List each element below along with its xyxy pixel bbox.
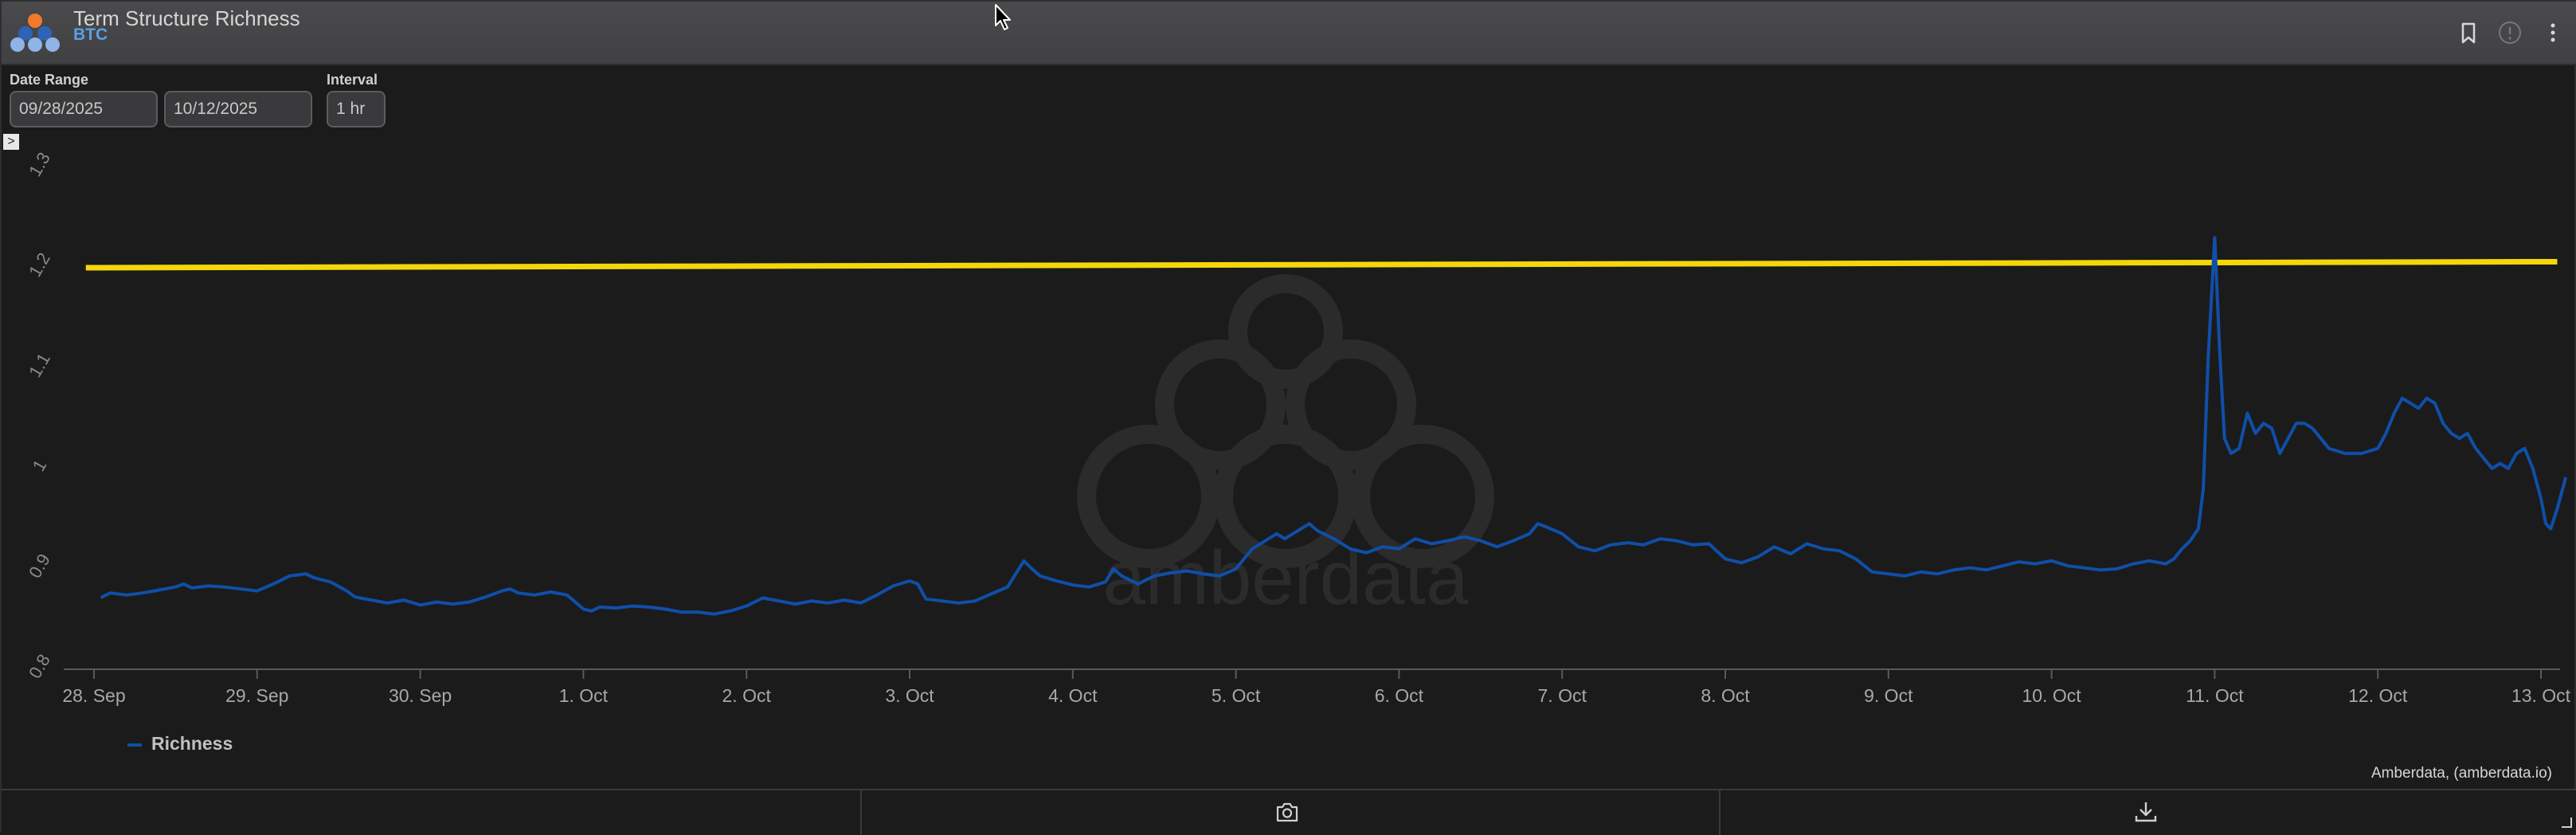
x-tick-label: 7. Oct: [1538, 685, 1587, 706]
x-tick-label: 10. Oct: [2022, 685, 2082, 706]
y-tick-label: 1: [29, 457, 51, 475]
chart-controls: Date Range 09/28/2025 10/12/2025 Interva…: [2, 65, 2576, 137]
y-tick-label: 0.8: [25, 651, 54, 682]
more-vert-icon[interactable]: [2539, 19, 2566, 46]
y-axis: 0.8 0.9 1 1.1 1.2 1.3: [25, 149, 54, 682]
y-tick-label: 0.9: [25, 551, 54, 582]
watermark-text: amberdata: [1103, 535, 1470, 621]
richness-chart: amberdata 0.8 0.9 1 1.1 1.2 1.3 28. Sep 29. Se…: [25, 149, 2571, 706]
interval-select[interactable]: 1 hr: [327, 91, 386, 127]
series-line-richness[interactable]: [100, 236, 2567, 616]
resize-grip-icon[interactable]: [2555, 811, 2573, 829]
bottom-toolbar: [2, 789, 2576, 835]
x-tick-label: 1. Oct: [559, 685, 609, 706]
expand-toggle-button[interactable]: >: [3, 134, 19, 150]
x-tick-label: 4. Oct: [1048, 685, 1098, 706]
start-date-input[interactable]: 09/28/2025: [10, 91, 158, 127]
y-tick-label: 1.2: [25, 249, 54, 280]
reference-line: [85, 258, 2558, 271]
amberdata-logo-icon: [10, 14, 60, 52]
toolbar-divider: [860, 790, 862, 835]
window-title: Term Structure Richness: [73, 6, 300, 30]
series-group: [100, 236, 2567, 616]
legend-label: Richness: [151, 733, 233, 754]
x-tick-label: 8. Oct: [1701, 685, 1750, 706]
end-date-input[interactable]: 10/12/2025: [164, 91, 312, 127]
camera-icon[interactable]: [1274, 800, 1300, 824]
credit-text[interactable]: Amberdata, (amberdata.io): [2370, 765, 2552, 782]
info-icon[interactable]: [2496, 19, 2523, 46]
x-axis: 28. Sep 29. Sep 30. Sep 1. Oct 2. Oct 3. Oct 4…: [62, 669, 2571, 706]
x-tick-label: 9. Oct: [1864, 685, 1913, 706]
bookmark-icon[interactable]: [2455, 19, 2482, 46]
title-bar: Term Structure Richness BTC: [2, 2, 2576, 65]
window-subtitle: BTC: [73, 25, 108, 44]
mouse-cursor-icon: [995, 4, 1011, 30]
legend-swatch: [127, 743, 142, 747]
toolbar-divider: [1719, 790, 1721, 835]
x-tick-label: 13. Oct: [2511, 685, 2571, 706]
x-tick-label: 29. Sep: [225, 685, 288, 706]
date-range-label: Date Range: [10, 72, 89, 88]
x-tick-label: 2. Oct: [722, 685, 772, 706]
y-tick-label: 1.3: [25, 149, 54, 180]
x-tick-label: 3. Oct: [885, 685, 934, 706]
x-tick-label: 30. Sep: [389, 685, 452, 706]
reference-line-group: [85, 258, 2558, 271]
x-tick-label: 5. Oct: [1212, 685, 1261, 706]
x-tick-label: 12. Oct: [2348, 685, 2408, 706]
x-tick-label: 6. Oct: [1375, 685, 1424, 706]
download-icon[interactable]: [2133, 800, 2159, 824]
x-tick-label: 11. Oct: [2186, 685, 2244, 706]
legend-item-richness[interactable]: Richness: [127, 733, 233, 755]
interval-label: Interval: [327, 72, 378, 88]
y-tick-label: 1.1: [25, 350, 54, 381]
watermark: amberdata: [1077, 274, 1494, 621]
x-tick-label: 28. Sep: [62, 685, 125, 706]
